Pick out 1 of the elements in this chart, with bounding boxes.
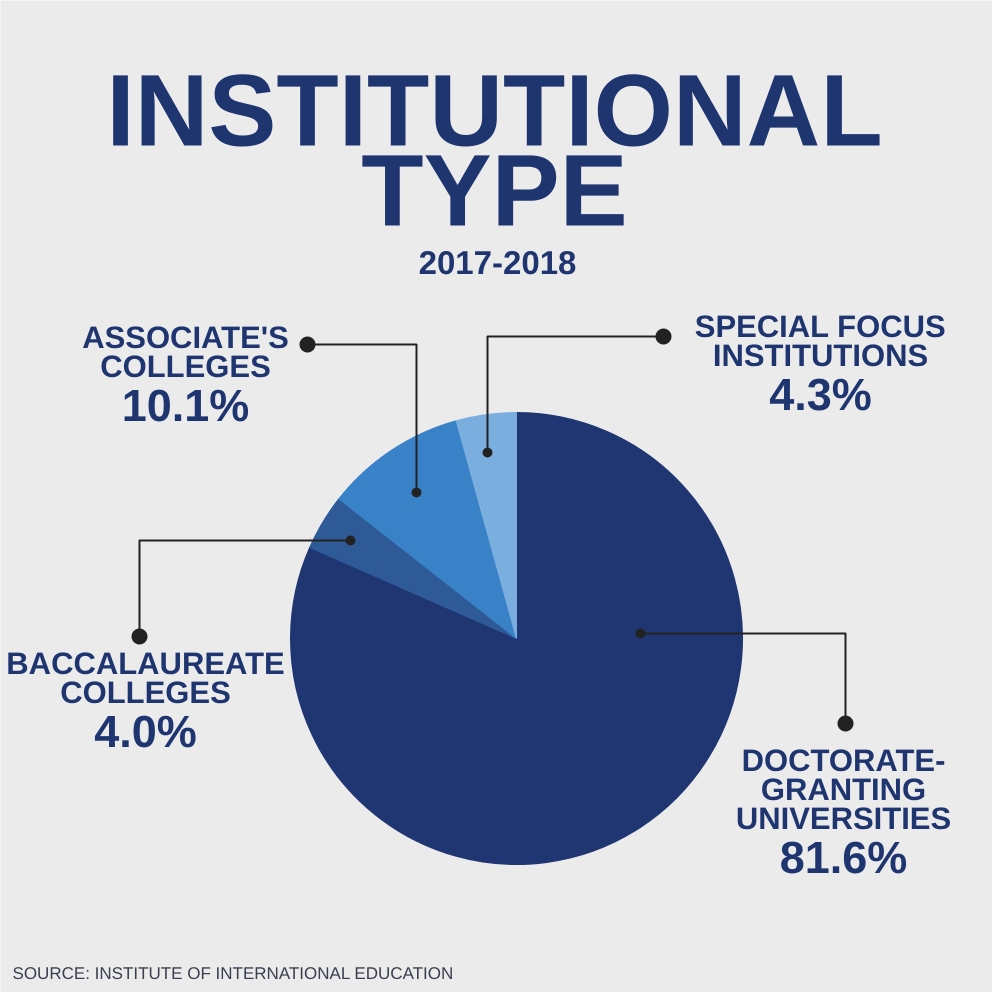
source-note: SOURCE: INSTITUTE OF INTERNATIONAL EDUCATION	[12, 964, 454, 983]
